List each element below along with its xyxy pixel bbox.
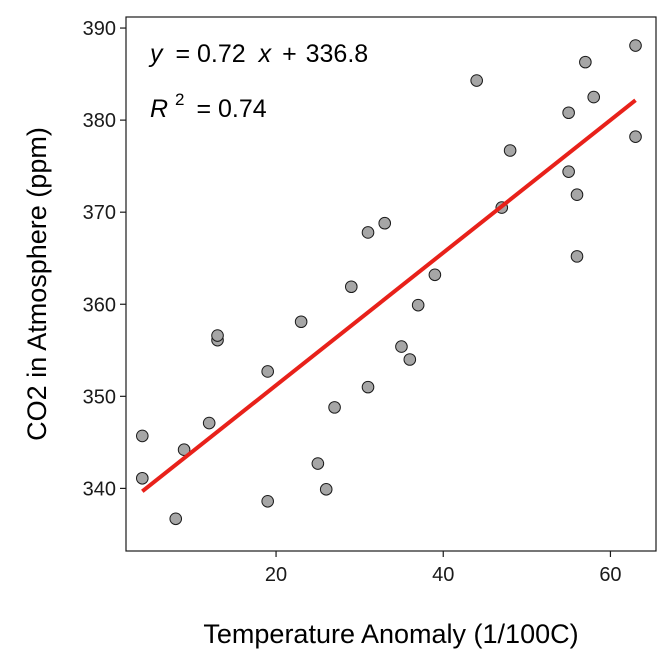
data-point: [403, 353, 417, 366]
data-point: [629, 130, 642, 143]
equation-intercept: 336.8: [306, 40, 369, 68]
r-squared-label: R 2 = 0.74: [150, 83, 267, 123]
data-point: [136, 471, 149, 485]
data-point: [395, 340, 408, 353]
r-squared-value: = 0.74: [196, 95, 266, 123]
axis-ticks: 20 40 60 340 350 360 370 380 390: [83, 18, 622, 586]
data-point: [294, 315, 308, 329]
data-point: [570, 250, 584, 263]
equation-x-var: x: [258, 40, 273, 68]
y-tick-label: 370: [83, 202, 116, 224]
data-point: [177, 443, 191, 457]
data-point: [570, 188, 584, 201]
x-tick-label: 40: [432, 564, 454, 586]
data-point: [562, 165, 575, 178]
data-point: [361, 380, 375, 394]
data-point: [411, 298, 425, 312]
data-point: [311, 457, 325, 470]
y-tick-label: 360: [83, 294, 116, 316]
data-point: [169, 512, 183, 526]
r-squared-symbol: R: [150, 95, 168, 123]
data-point: [428, 268, 442, 282]
x-tick-label: 20: [265, 564, 287, 586]
data-point: [587, 90, 601, 104]
data-point: [328, 401, 341, 414]
x-axis-title: Temperature Anomaly (1/100C): [203, 619, 578, 649]
r-squared-exponent: 2: [175, 90, 184, 109]
y-tick-label: 390: [83, 18, 116, 40]
data-point: [562, 106, 575, 120]
data-point: [261, 365, 274, 378]
data-point: [579, 55, 592, 69]
data-point: [202, 416, 216, 430]
data-point: [378, 216, 392, 230]
y-tick-label: 380: [83, 110, 116, 132]
y-tick-label: 350: [83, 386, 116, 408]
data-point: [361, 226, 375, 239]
data-point: [503, 144, 517, 157]
equation-operator: +: [282, 40, 297, 68]
data-point: [319, 483, 333, 496]
equation-y-var: y: [148, 40, 164, 68]
x-tick-label: 60: [599, 564, 621, 586]
data-point: [136, 429, 149, 443]
regression-line: [141, 98, 637, 493]
data-point: [211, 329, 224, 342]
data-point: [261, 494, 274, 508]
regression-line-group: [141, 98, 637, 493]
equation-coefficient: = 0.72: [175, 40, 245, 68]
regression-equation: y = 0.72 x + 336.8: [148, 40, 368, 68]
plot-panel: [125, 16, 657, 552]
data-point: [344, 280, 358, 294]
y-axis-title: CO2 in Atmosphere (ppm): [22, 127, 52, 441]
data-points: [136, 39, 642, 526]
data-point: [629, 39, 642, 52]
data-point: [470, 74, 483, 87]
y-tick-label: 340: [83, 478, 116, 500]
